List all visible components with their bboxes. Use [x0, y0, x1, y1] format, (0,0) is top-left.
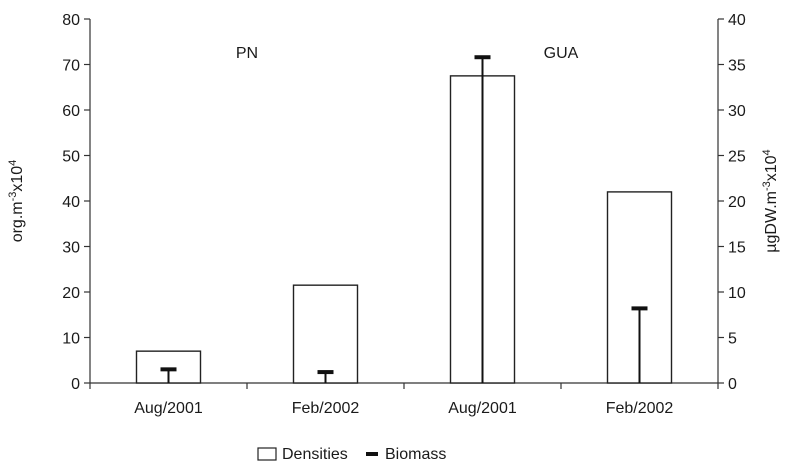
- left-y-tick-label: 40: [62, 194, 80, 211]
- legend: Densities Biomass: [257, 446, 446, 463]
- left-y-tick-label: 20: [62, 285, 80, 302]
- left-y-tick-label: 50: [62, 149, 80, 166]
- right-y-axis-title: µgDW.m-3x104: [761, 149, 780, 252]
- legend-label-biomass: Biomass: [385, 446, 446, 463]
- right-y-axis-title-sup1: -3: [761, 181, 773, 191]
- axis-labels: 0 10 20 30 40 50 60 70 80 0 5 10 15 20 25 30 35 40 Aug/200…: [7, 12, 780, 417]
- right-y-tick-label: 30: [728, 103, 746, 120]
- density-bars: [135, 75, 673, 384]
- right-y-axis-title-main: µgDW.m: [763, 191, 780, 253]
- group-label: GUA: [544, 45, 579, 62]
- left-y-axis-title-mid: x10: [9, 166, 26, 192]
- left-y-tick-label: 70: [62, 58, 80, 75]
- right-y-axis-title-sup2: 4: [761, 149, 773, 155]
- left-y-tick-label: 10: [62, 331, 80, 348]
- left-y-axis-title-main: org.m: [9, 201, 26, 242]
- left-y-tick-label: 80: [62, 12, 80, 29]
- x-tick-label: Aug/2001: [134, 400, 203, 417]
- left-y-tick-label: 60: [62, 103, 80, 120]
- right-y-tick-label: 40: [728, 12, 746, 29]
- left-y-axis-title-sup2: 4: [7, 160, 19, 166]
- biomass-markers: [160, 55, 648, 383]
- right-y-tick-label: 15: [728, 240, 746, 257]
- left-y-tick-label: 0: [71, 376, 80, 393]
- left-y-tick-label: 30: [62, 240, 80, 257]
- right-y-tick-label: 10: [728, 285, 746, 302]
- right-y-axis-title-mid: x10: [763, 155, 780, 181]
- x-tick-label: Feb/2002: [606, 400, 674, 417]
- density-bar: [292, 284, 359, 384]
- legend-swatch-densities: [257, 447, 277, 461]
- right-y-tick-label: 20: [728, 194, 746, 211]
- right-y-tick-label: 0: [728, 376, 737, 393]
- left-y-axis-title-sup1: -3: [7, 192, 19, 202]
- x-tick-label: Feb/2002: [292, 400, 360, 417]
- group-label: PN: [236, 45, 258, 62]
- right-y-tick-label: 25: [728, 149, 746, 166]
- left-y-axis-title: org.m-3x104: [7, 160, 26, 243]
- right-y-tick-label: 35: [728, 58, 746, 75]
- legend-label-densities: Densities: [282, 446, 348, 463]
- x-tick-label: Aug/2001: [448, 400, 517, 417]
- right-y-tick-label: 5: [728, 331, 737, 348]
